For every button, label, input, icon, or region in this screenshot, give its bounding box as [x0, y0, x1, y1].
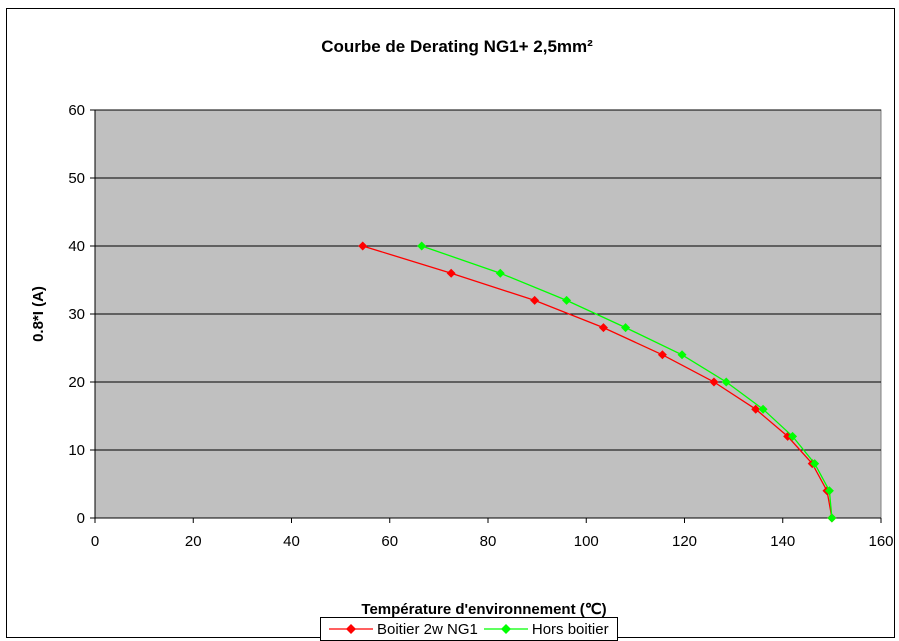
- x-tick-label: 140: [770, 533, 795, 550]
- y-tick-label: 40: [68, 238, 85, 255]
- data-point: [358, 241, 368, 251]
- axes: [90, 109, 882, 523]
- data-point: [824, 486, 834, 496]
- data-point: [417, 241, 427, 251]
- y-tick-label: 30: [68, 306, 85, 323]
- x-tick-labels: 0 20 40 60 80 100 120 140 160: [91, 533, 894, 550]
- data-point: [657, 350, 667, 360]
- data-point: [446, 268, 456, 278]
- legend-swatch-hors-boitier: [483, 624, 528, 634]
- x-tick-label: 160: [868, 533, 893, 550]
- legend: Boitier 2w NG1 Hors boitier: [320, 617, 618, 641]
- data-point: [788, 431, 798, 441]
- x-axis-label: Température d'environnement (℃): [361, 601, 606, 618]
- y-tick-label: 0: [77, 510, 85, 527]
- data-point: [721, 377, 731, 387]
- y-tick-label: 10: [68, 442, 85, 459]
- data-point: [751, 404, 761, 414]
- legend-label-boitier: Boitier 2w NG1: [377, 620, 478, 638]
- series-layer: [358, 241, 837, 523]
- y-axis-label: 0.8*I (A): [30, 286, 47, 342]
- x-tick-label: 20: [185, 533, 202, 550]
- legend-label-hors-boitier: Hors boitier: [531, 620, 609, 638]
- x-tick-label: 60: [381, 533, 398, 550]
- x-tick-label: 100: [574, 533, 599, 550]
- y-tick-label: 60: [68, 102, 85, 119]
- x-tick-label: 120: [672, 533, 697, 550]
- x-tick-label: 40: [283, 533, 300, 550]
- data-point: [530, 295, 540, 305]
- data-point: [827, 513, 837, 523]
- series-1: [417, 241, 837, 523]
- data-point: [758, 404, 768, 414]
- y-tick-labels: 0 10 20 30 40 50 60: [68, 102, 85, 527]
- x-tick-label: 80: [480, 533, 497, 550]
- x-tick-label: 0: [91, 533, 99, 550]
- data-point: [621, 323, 631, 333]
- y-tick-label: 50: [68, 170, 85, 187]
- grid-lines: [95, 109, 881, 451]
- chart-title: Courbe de Derating NG1+ 2,5mm²: [321, 37, 593, 56]
- data-point: [562, 295, 572, 305]
- data-point: [495, 268, 505, 278]
- y-tick-label: 20: [68, 374, 85, 391]
- data-point: [598, 323, 608, 333]
- data-point: [810, 459, 820, 469]
- legend-swatch-boitier: [329, 624, 373, 634]
- legend-entry-boitier: Boitier 2w NG1: [329, 621, 478, 638]
- data-point: [677, 350, 687, 360]
- data-point: [709, 377, 719, 387]
- legend-entry-hors-boitier: Hors boitier: [483, 620, 609, 638]
